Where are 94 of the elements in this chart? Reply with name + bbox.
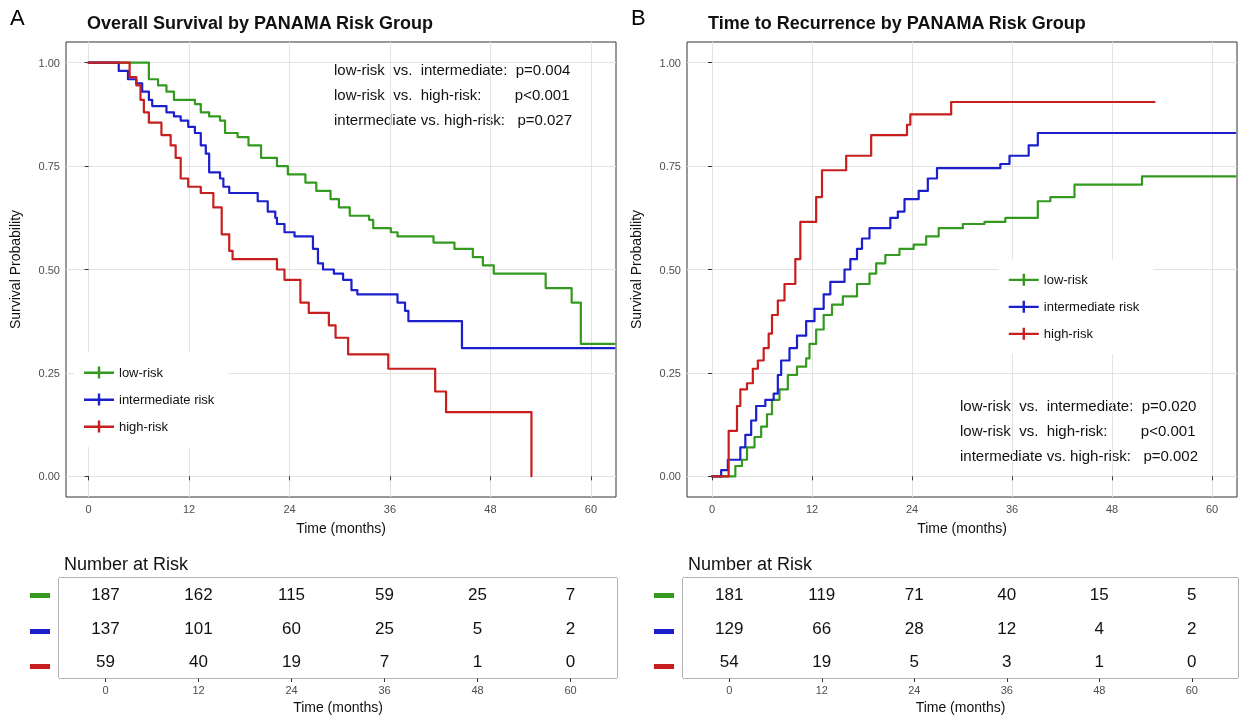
legend-label: low-risk: [1043, 272, 1089, 288]
x-tick-label: 36: [1005, 502, 1019, 515]
y-tick-label: 1.00: [659, 56, 681, 69]
x-tick-label: 12: [192, 683, 205, 696]
y-tick-label: 0.00: [659, 470, 681, 483]
y-axis-title: Survival Probability: [628, 209, 644, 330]
y-tick-label: 0.50: [38, 263, 60, 276]
chart-title: Time to Recurrence by PANAMA Risk Group: [708, 13, 1086, 33]
data-label: 7: [565, 585, 576, 605]
text: A: [10, 4, 25, 30]
data-label: 1: [1094, 651, 1104, 671]
y-tick-label: 0.50: [659, 263, 681, 276]
y-tick-label: 1.00: [38, 56, 60, 69]
y-tick-label: 0.75: [38, 160, 60, 173]
data-label: 71: [904, 585, 924, 605]
x-tick-label: 24: [908, 683, 921, 696]
x-tick-label: 36: [378, 683, 391, 696]
x-tick-label: 12: [815, 683, 828, 696]
data-label: 40: [997, 585, 1017, 605]
x-tick-label: 60: [584, 502, 598, 515]
data-label: 25: [468, 585, 487, 605]
x-tick-label: 60: [1205, 502, 1219, 515]
data-label: 3: [1002, 651, 1012, 671]
x-axis-title: Time (months): [293, 699, 383, 715]
data-label: 28: [904, 618, 924, 638]
data-label: 12: [997, 618, 1017, 638]
data-label: 0: [1187, 651, 1197, 671]
data-label: 0: [565, 651, 576, 671]
data-label: 59: [375, 585, 394, 605]
legend-label: high-risk: [119, 419, 169, 434]
data-label: 162: [184, 585, 213, 605]
x-tick-label: 12: [805, 502, 819, 515]
legend-label: intermediate risk: [1043, 299, 1140, 315]
x-tick-label: 24: [285, 683, 298, 696]
data-label: 54: [719, 651, 739, 671]
x-tick-label: 48: [484, 502, 497, 515]
y-tick-label: 0.75: [659, 160, 681, 173]
x-axis-title: Time (months): [917, 520, 1007, 536]
annotation: low-risk vs. intermediate: p=0.020: [960, 397, 1197, 414]
x-tick-label: 36: [1000, 683, 1013, 696]
data-label: 129: [715, 618, 744, 638]
y-axis-title: Survival Probability: [7, 209, 23, 330]
data-label: 66: [812, 618, 832, 638]
x-axis-title: Time (months): [296, 520, 386, 536]
annotation: low-risk vs. intermediate: p=0.004: [334, 61, 571, 78]
data-label: 7: [379, 651, 390, 671]
x-tick-label: 24: [905, 502, 919, 515]
data-label: 4: [1094, 618, 1104, 638]
data-label: 1: [472, 651, 483, 671]
data-label: 5: [909, 651, 919, 671]
x-tick-label: 60: [564, 683, 577, 696]
legend-label: high-risk: [1043, 326, 1094, 342]
data-label: 119: [808, 585, 836, 605]
annotation: intermediate vs. high-risk: p=0.027: [334, 111, 573, 128]
y-tick-label: 0.25: [659, 366, 681, 379]
chart-title: Number at Risk: [688, 554, 814, 574]
x-tick-label: 48: [1093, 683, 1106, 696]
data-label: 15: [1089, 585, 1109, 605]
x-tick-label: 36: [383, 502, 397, 515]
data-label: 2: [565, 618, 576, 638]
x-tick-label: 0: [726, 683, 733, 696]
data-label: 137: [91, 618, 120, 638]
data-label: 19: [812, 651, 832, 671]
annotation: intermediate vs. high-risk: p=0.002: [960, 447, 1199, 464]
data-label: 40: [189, 651, 208, 671]
chart-title: Overall Survival by PANAMA Risk Group: [87, 13, 434, 33]
x-tick-label: 12: [182, 502, 196, 515]
data-label: 60: [282, 618, 301, 638]
data-label: 115: [277, 585, 306, 605]
data-label: 19: [282, 651, 301, 671]
text: B: [631, 4, 646, 30]
data-label: 181: [715, 585, 744, 605]
data-label: 5: [472, 618, 483, 638]
data-label: 101: [184, 618, 213, 638]
data-label: 2: [1187, 618, 1197, 638]
x-tick-label: 48: [471, 683, 484, 696]
data-label: 25: [375, 618, 394, 638]
chart-title: Number at Risk: [64, 554, 190, 574]
x-axis-title: Time (months): [915, 699, 1006, 715]
data-label: 59: [96, 651, 115, 671]
annotation: low-risk vs. high-risk: p<0.001: [960, 422, 1196, 439]
legend-label: intermediate risk: [119, 392, 215, 407]
x-tick-label: 60: [1185, 683, 1198, 696]
y-tick-label: 0.00: [38, 470, 60, 483]
legend-label: low-risk: [119, 365, 164, 380]
data-label: 187: [91, 585, 120, 605]
data-label: 5: [1187, 585, 1197, 605]
x-tick-label: 48: [1105, 502, 1119, 515]
x-tick-label: 0: [708, 502, 716, 515]
annotation: low-risk vs. high-risk: p<0.001: [334, 86, 570, 103]
x-tick-label: 24: [283, 502, 296, 515]
y-tick-label: 0.25: [38, 366, 60, 379]
x-tick-label: 0: [102, 683, 109, 696]
x-tick-label: 0: [85, 502, 92, 515]
